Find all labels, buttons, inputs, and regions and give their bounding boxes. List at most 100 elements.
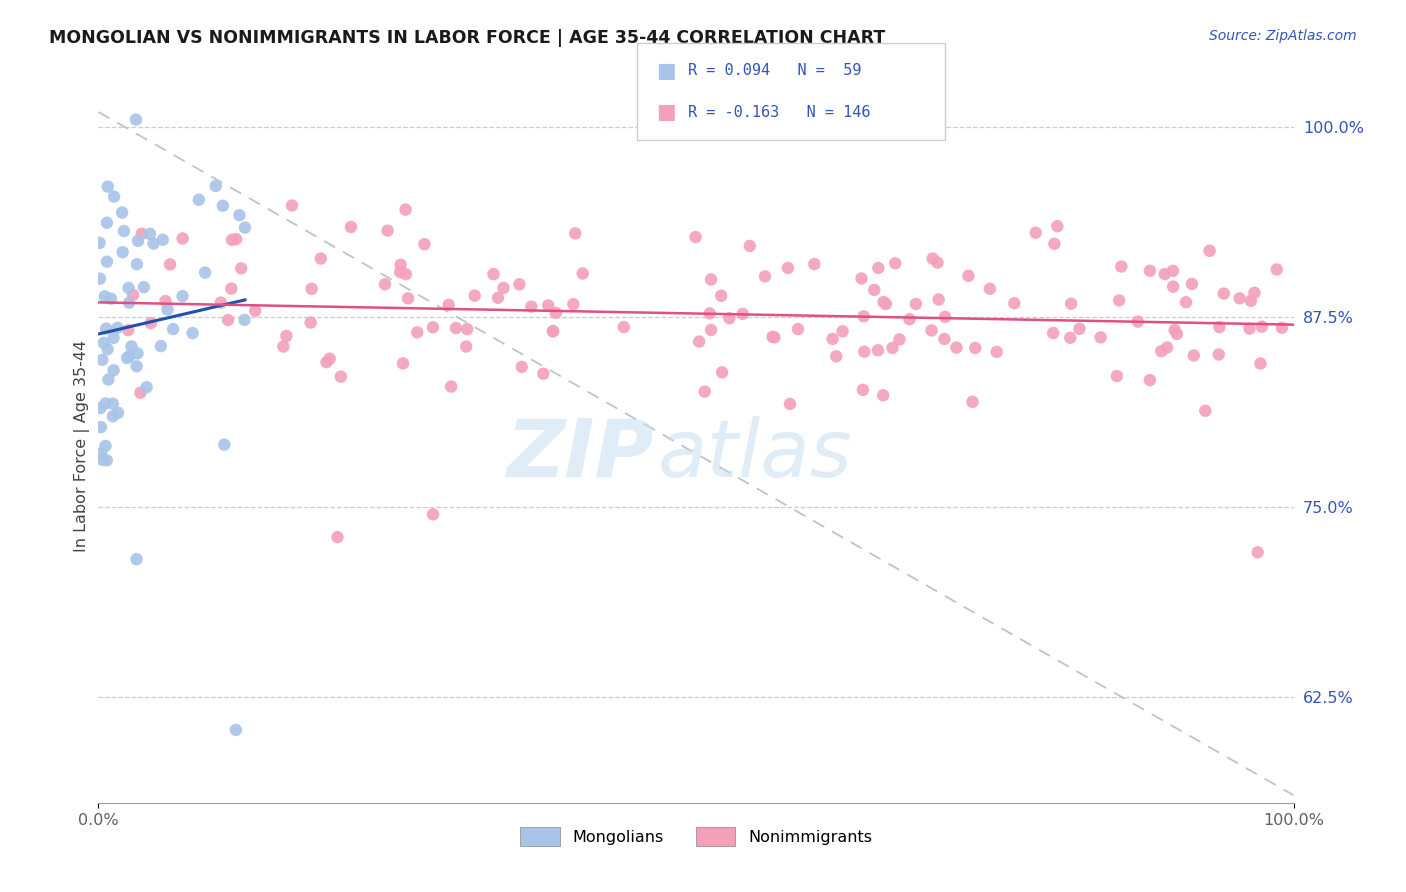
Point [115,351,138,365]
Point [315,355,337,369]
Point [492,281,515,295]
Point [139,227,162,241]
Point [1156,340,1178,354]
Point [934,332,956,346]
Point [776,260,799,275]
Point [96,254,118,268]
Point [1181,277,1204,291]
Point [1182,348,1205,362]
Point [389,258,412,272]
Point [1060,297,1083,311]
Point [125,359,148,374]
Point [1042,326,1064,340]
Point [103,189,125,203]
Point [1002,296,1025,310]
Point [101,409,124,424]
Point [831,324,853,338]
Text: Source: ZipAtlas.com: Source: ZipAtlas.com [1209,29,1357,43]
Point [93,289,115,303]
Point [214,437,236,451]
Point [541,324,564,338]
Point [309,252,332,266]
Point [934,310,956,324]
Point [510,359,533,374]
Point [1240,293,1263,308]
Point [135,380,157,394]
Point [688,334,710,349]
Point [868,260,890,275]
Point [1163,323,1185,337]
Point [103,331,125,345]
Point [93,335,115,350]
Point [1139,373,1161,387]
Point [103,363,125,377]
Point [863,283,886,297]
Point [1153,267,1175,281]
Point [276,329,298,343]
Point [1161,264,1184,278]
Point [444,321,467,335]
Point [564,227,586,241]
Point [129,385,152,400]
Point [91,352,114,367]
Text: R = -0.163   N = 146: R = -0.163 N = 146 [688,104,870,120]
Point [107,321,129,335]
Point [456,340,478,354]
Point [156,302,179,317]
Point [319,351,342,366]
Point [1249,357,1271,371]
Point [700,323,723,337]
Text: ■: ■ [657,102,676,122]
Point [122,288,145,302]
Point [101,397,124,411]
Point [872,295,894,310]
Point [544,306,567,320]
Point [889,332,911,346]
Point [374,277,396,292]
Point [1265,262,1288,277]
Point [301,282,323,296]
Point [1105,369,1128,384]
Point [225,232,247,246]
Point [127,234,149,248]
Point [111,205,134,219]
Point [852,383,875,397]
Point [1150,344,1173,359]
Point [754,269,776,284]
Point [1059,331,1081,345]
Point [132,280,155,294]
Point [90,420,112,434]
Point [100,292,122,306]
Point [97,372,120,386]
Text: atlas: atlas [658,416,853,494]
Point [117,281,139,295]
Point [898,312,921,326]
Point [562,297,585,311]
Point [1271,320,1294,334]
Point [329,369,352,384]
Point [872,388,894,402]
Point [1251,319,1274,334]
Point [520,300,543,314]
Point [90,446,112,460]
Point [299,316,322,330]
Point [159,257,181,271]
Point [1166,326,1188,341]
Point [281,198,304,212]
Point [107,406,129,420]
Point [125,552,148,566]
Point [787,322,810,336]
Point [162,322,184,336]
Point [486,291,509,305]
Point [986,344,1008,359]
Point [422,320,444,334]
Point [537,298,560,312]
Point [763,330,786,344]
Point [209,295,232,310]
Point [1139,264,1161,278]
Point [1043,236,1066,251]
Point [710,289,733,303]
Text: MONGOLIAN VS NONIMMIGRANTS IN LABOR FORCE | AGE 35-44 CORRELATION CHART: MONGOLIAN VS NONIMMIGRANTS IN LABOR FORC… [49,29,886,46]
Point [231,261,253,276]
Point [194,266,217,280]
